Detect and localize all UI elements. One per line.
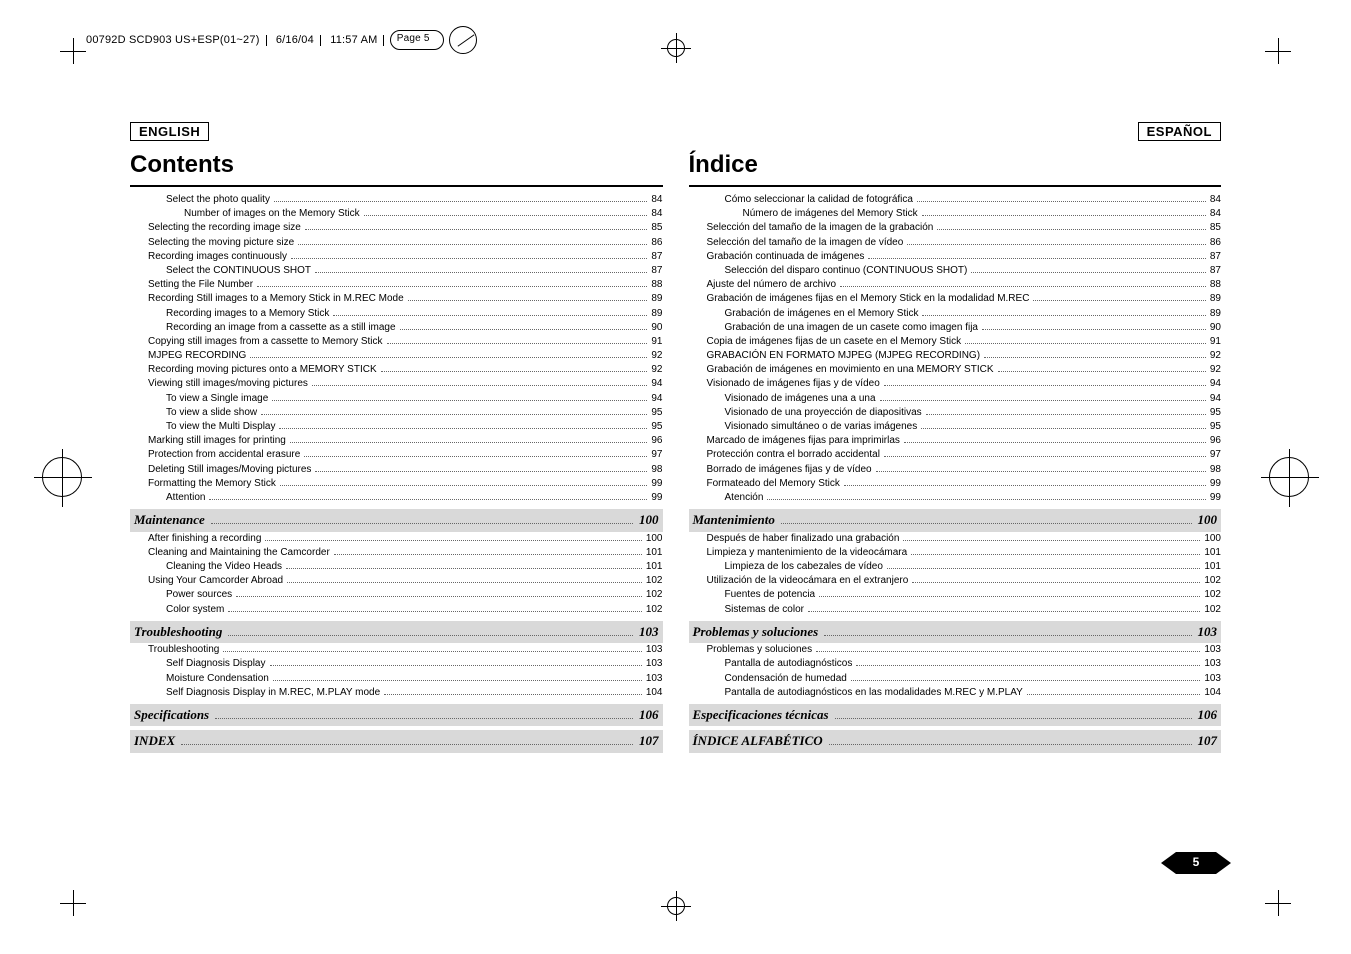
- toc-row: Selecting the moving picture size86: [130, 236, 663, 250]
- registration-mark: [661, 891, 691, 921]
- toc-row: Cómo seleccionar la calidad de fotográfi…: [689, 193, 1222, 207]
- toc-row: Fuentes de potencia102: [689, 588, 1222, 602]
- toc-row: Color system102: [130, 603, 663, 617]
- crop-mark: [1265, 38, 1291, 64]
- toc-row: Visionado simultáneo o de varias imágene…: [689, 420, 1222, 434]
- toc-row: To view a Single image94: [130, 392, 663, 406]
- toc-left: Select the photo quality84Number of imag…: [130, 193, 663, 753]
- toc-row: Grabación de imágenes en el Memory Stick…: [689, 307, 1222, 321]
- toc-row: Grabación de imágenes en movimiento en u…: [689, 363, 1222, 377]
- toc-row: Formatting the Memory Stick99: [130, 477, 663, 491]
- toc-row: After finishing a recording100: [130, 532, 663, 546]
- title-en: Contents: [130, 151, 663, 179]
- right-column: ESPAÑOL Índice Cómo seleccionar la calid…: [689, 122, 1222, 834]
- toc-right: Cómo seleccionar la calidad de fotográfi…: [689, 193, 1222, 753]
- toc-row: Visionado de imágenes una a una94: [689, 392, 1222, 406]
- toc-row: Protección contra el borrado accidental9…: [689, 448, 1222, 462]
- toc-section: Mantenimiento100: [689, 509, 1222, 531]
- toc-row: Copia de imágenes fijas de un casete en …: [689, 335, 1222, 349]
- toc-row: Selección del tamaño de la imagen de víd…: [689, 236, 1222, 250]
- toc-section: Problemas y soluciones103: [689, 621, 1222, 643]
- crop-mark: [60, 38, 86, 64]
- toc-row: Viewing still images/moving pictures94: [130, 377, 663, 391]
- toc-row: Selecting the recording image size85: [130, 221, 663, 235]
- toc-row: Atención99: [689, 491, 1222, 505]
- toc-row: GRABACIÓN EN FORMATO MJPEG (MJPEG RECORD…: [689, 349, 1222, 363]
- toc-row: Power sources102: [130, 588, 663, 602]
- toc-row: Copying still images from a cassette to …: [130, 335, 663, 349]
- toc-section: ÍNDICE ALFABÉTICO107: [689, 730, 1222, 752]
- lang-en: ENGLISH: [130, 122, 209, 141]
- toc-row: Grabación continuada de imágenes87: [689, 250, 1222, 264]
- toc-row: Pantalla de autodiagnósticos en las moda…: [689, 686, 1222, 700]
- toc-row: Number of images on the Memory Stick84: [130, 207, 663, 221]
- toc-row: Limpieza y mantenimiento de la videocáma…: [689, 546, 1222, 560]
- toc-row: Troubleshooting103: [130, 643, 663, 657]
- left-column: ENGLISH Contents Select the photo qualit…: [130, 122, 663, 834]
- crop-mark: [1265, 890, 1291, 916]
- toc-section: Maintenance100: [130, 509, 663, 531]
- toc-row: Protection from accidental erasure97: [130, 448, 663, 462]
- title-es: Índice: [689, 151, 1222, 179]
- toc-row: Número de imágenes del Memory Stick84: [689, 207, 1222, 221]
- toc-row: Problemas y soluciones103: [689, 643, 1222, 657]
- toc-row: Selección del tamaño de la imagen de la …: [689, 221, 1222, 235]
- toc-row: Visionado de imágenes fijas y de vídeo94: [689, 377, 1222, 391]
- toc-row: Self Diagnosis Display103: [130, 657, 663, 671]
- toc-row: Moisture Condensation103: [130, 672, 663, 686]
- lang-es: ESPAÑOL: [1138, 122, 1221, 141]
- toc-row: Recording images continuously87: [130, 250, 663, 264]
- toc-row: Limpieza de los cabezales de vídeo101: [689, 560, 1222, 574]
- toc-row: Setting the File Number88: [130, 278, 663, 292]
- toc-row: Select the photo quality84: [130, 193, 663, 207]
- toc-row: Sistemas de color102: [689, 603, 1222, 617]
- toc-row: Marcado de imágenes fijas para imprimirl…: [689, 434, 1222, 448]
- toc-row: Utilización de la videocámara en el extr…: [689, 574, 1222, 588]
- toc-section: Troubleshooting103: [130, 621, 663, 643]
- toc-row: Recording moving pictures onto a MEMORY …: [130, 363, 663, 377]
- toc-row: Using Your Camcorder Abroad102: [130, 574, 663, 588]
- registration-mark: [661, 33, 691, 63]
- toc-section: INDEX107: [130, 730, 663, 752]
- toc-row: Recording an image from a cassette as a …: [130, 321, 663, 335]
- toc-row: Marking still images for printing96: [130, 434, 663, 448]
- toc-row: To view the Multi Display95: [130, 420, 663, 434]
- toc-row: Visionado de una proyección de diapositi…: [689, 406, 1222, 420]
- toc-row: Borrado de imágenes fijas y de vídeo98: [689, 463, 1222, 477]
- toc-row: Self Diagnosis Display in M.REC, M.PLAY …: [130, 686, 663, 700]
- toc-row: Select the CONTINUOUS SHOT87: [130, 264, 663, 278]
- page-number: 5: [1176, 852, 1216, 874]
- registration-mark: [42, 457, 82, 497]
- toc-row: MJPEG RECORDING92: [130, 349, 663, 363]
- registration-mark: [1269, 457, 1309, 497]
- toc-row: Grabación de una imagen de un casete com…: [689, 321, 1222, 335]
- toc-row: Recording images to a Memory Stick89: [130, 307, 663, 321]
- toc-row: Cleaning the Video Heads101: [130, 560, 663, 574]
- toc-row: Formateado del Memory Stick99: [689, 477, 1222, 491]
- toc-row: Recording Still images to a Memory Stick…: [130, 292, 663, 306]
- toc-row: Después de haber finalizado una grabació…: [689, 532, 1222, 546]
- toc-section: Especificaciones técnicas106: [689, 704, 1222, 726]
- toc-section: Specifications106: [130, 704, 663, 726]
- toc-row: Pantalla de autodiagnósticos103: [689, 657, 1222, 671]
- toc-row: Condensación de humedad103: [689, 672, 1222, 686]
- toc-row: Deleting Still images/Moving pictures98: [130, 463, 663, 477]
- crop-mark: [60, 890, 86, 916]
- toc-row: Attention99: [130, 491, 663, 505]
- toc-row: To view a slide show95: [130, 406, 663, 420]
- toc-row: Grabación de imágenes fijas en el Memory…: [689, 292, 1222, 306]
- toc-row: Selección del disparo continuo (CONTINUO…: [689, 264, 1222, 278]
- toc-row: Ajuste del número de archivo88: [689, 278, 1222, 292]
- toc-row: Cleaning and Maintaining the Camcorder10…: [130, 546, 663, 560]
